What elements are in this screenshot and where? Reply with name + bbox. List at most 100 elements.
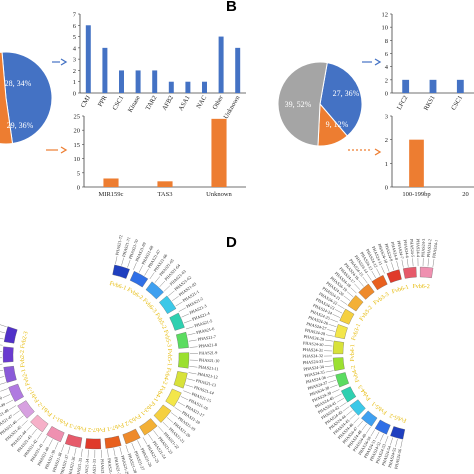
circos-right-phas-label: PHAS24-34 [303, 364, 325, 372]
circos-right-leader [332, 314, 340, 318]
circos-left-leader [107, 449, 109, 458]
circos-left-leader [125, 445, 129, 453]
panel-label-d: D [226, 234, 237, 251]
circos-left-phas-label: PHAS21-33 [91, 459, 96, 474]
circos-right-leader [336, 398, 345, 403]
circos-right-leader [386, 264, 390, 272]
circos-left-phas-label: PHAS21-34 [83, 458, 90, 474]
circos-left-block [145, 281, 164, 300]
circos-left-chr-label: Fvb5-1 [166, 349, 172, 366]
circos-left-leader [187, 333, 196, 336]
circos-left-leader [0, 324, 7, 327]
circos-right-leader [401, 259, 404, 268]
pie-slice-1 [1, 51, 53, 145]
y-tick-label: 1 [385, 161, 388, 168]
bar-Other [218, 36, 224, 93]
circos-right-chr-label: Fvb6-2 [412, 284, 429, 290]
pie-label-2: 29, 36% [7, 121, 34, 130]
circos-left-phas-label: PHAS21-37 [59, 454, 69, 474]
circos-right-phas-label: PHAS24-9 [384, 243, 394, 262]
y-tick-label: 20 [74, 128, 81, 135]
circos-right-phas-label: PHAS24-10 [377, 243, 389, 264]
circos-left-leader [0, 376, 5, 378]
circos-left-leader [138, 265, 143, 273]
bar-RKS1 [429, 79, 437, 93]
circos-left-block [112, 264, 130, 279]
circos-right-leader [432, 259, 435, 267]
circos-right-leader [328, 380, 337, 383]
circos-left-phas-label: PHAS21-30 [113, 457, 122, 474]
circos-left-leader [54, 442, 59, 450]
circos-left-leader [180, 396, 189, 401]
circos-right-chr-label: Fvb6-1 [391, 285, 409, 296]
circos-right-block [361, 410, 378, 427]
pie-label-2: 9, 12% [326, 120, 349, 129]
circos-left-block [30, 414, 49, 433]
circos-left-block [159, 295, 177, 314]
circos-right-chr-label: Fvb4-3 [358, 384, 373, 402]
circos-right-chr-label: Fvb3-1 [351, 323, 362, 341]
circos-right-chr-label: Fvb4-1 [350, 344, 356, 361]
circos-left-leader [189, 346, 198, 348]
circos-left-phas-label: PHAS21-72 [114, 235, 123, 256]
circos-left-phas-label: PHAS21-71 [121, 236, 131, 257]
circos-right-phas-label: PHAS24-4 [416, 239, 421, 258]
circos-left-leader [21, 420, 28, 427]
pie-slice-2 [0, 51, 14, 145]
circos-right-leader [370, 429, 375, 437]
circos-right-leader [342, 406, 350, 412]
circos-left-block [165, 388, 182, 407]
bar-NAC [202, 81, 207, 93]
circos-right-leader [412, 258, 414, 267]
circos-right-block [334, 324, 348, 340]
y-tick-label: 4 [73, 45, 77, 52]
circos-left-leader [158, 426, 164, 433]
circos-left-leader [183, 320, 192, 324]
circos-right-leader [343, 295, 351, 301]
circos-left-leader [149, 272, 155, 280]
circos-left-leader [148, 433, 153, 441]
circos-left-leader [178, 307, 186, 312]
y-tick-label: 3 [73, 57, 76, 64]
circos-right-leader [349, 413, 356, 420]
circos-left-phas-label: PHAS21-12 [197, 371, 218, 380]
arrow-a-top [60, 58, 68, 66]
circos-left-leader [0, 370, 4, 371]
circos-left-leader [0, 338, 4, 340]
y-tick-label: 5 [77, 170, 80, 177]
circos-left-phas-label: PHAS21-31 [107, 458, 114, 474]
bar-ASA1 [185, 81, 191, 93]
circos-left-leader [113, 448, 116, 457]
bar-Unknown [235, 47, 241, 93]
circos-left-leader [170, 412, 178, 418]
circos-right-leader [366, 426, 371, 434]
circos-left-leader [115, 256, 118, 265]
x-tick-label: MIR159c [99, 191, 124, 198]
circos-right-phas-label: PHAS24-32 [302, 353, 323, 358]
bar-PPR [102, 47, 108, 93]
bar-100-199bp [409, 139, 424, 187]
circos-right-leader [324, 345, 333, 347]
circos-left-leader [189, 366, 198, 368]
circos-left-phas-label: PHAS21-7 [197, 334, 216, 342]
circos-left-leader [61, 444, 65, 452]
circos-right-block [335, 372, 350, 388]
circos-left-leader [0, 388, 8, 392]
circos-left-leader [5, 399, 14, 404]
circos-right-phas-label: PHAS24-29 [303, 334, 324, 342]
circos-right-leader [381, 266, 385, 274]
circos-left-block [176, 332, 189, 349]
circos-left-phas-label: PHAS21-5 [194, 318, 213, 328]
circos-left-leader [144, 268, 149, 276]
circos-right-block [371, 275, 388, 291]
circos-left-block [139, 418, 158, 436]
circos-right-leader [346, 410, 353, 416]
circos-right-leader [390, 437, 393, 446]
bar-LFC2 [402, 79, 410, 93]
circos-right-phas-label: PHAS24-56 [393, 448, 402, 469]
circos-right-leader [362, 276, 368, 284]
circos-right-phas-label: PHAS24-26 [308, 315, 329, 326]
x-tick-label: Unknown [206, 191, 232, 198]
circos-left-phas-label: PHAS21-36 [67, 456, 76, 474]
